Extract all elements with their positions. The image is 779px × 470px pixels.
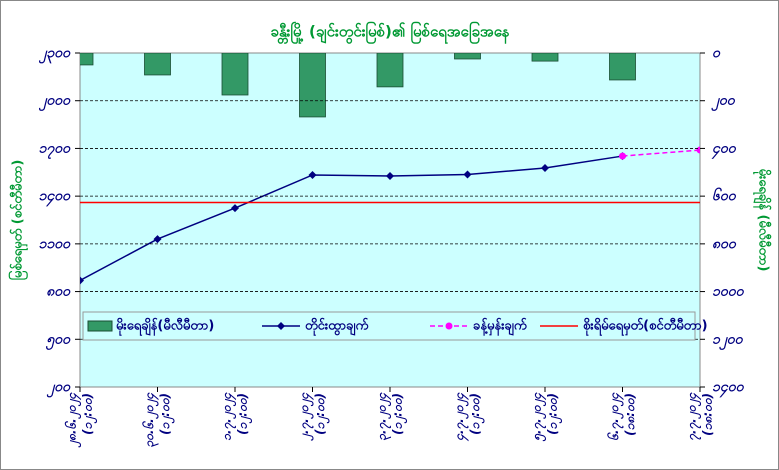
measured-point (80, 276, 84, 285)
legend-label: ခန့်မှန်းချက် (473, 317, 527, 337)
rain-bar (221, 53, 249, 96)
x-tick-label: ၅.၇.၂၀၂၄ (530, 392, 547, 442)
x-tick-time: (၁၂:၀၀) (158, 393, 175, 435)
x-tick-time: (၁၂:၀၀) (391, 393, 408, 435)
y2-tick-label: ၂၀၀ (711, 93, 736, 112)
measured-point (308, 170, 317, 179)
y-tick-label: ၅၀၀ (45, 331, 71, 350)
x-tick-label: ၃၀.၆.၂၀၂၄ (142, 392, 159, 448)
x-tick-time: (၁၈:၀၀) (701, 393, 715, 436)
plot-group (80, 53, 700, 285)
y-axis-title: မြစ်ရေမှတ် (စင်တီမီတာ) (8, 160, 29, 281)
rain-bar (376, 53, 404, 88)
y-tick-label: ၁၄၀၀ (39, 188, 72, 207)
x-tick-time: (၁၂:၀၀) (468, 393, 485, 435)
legend-label: မိုးရေချိန်(မီလီမီတာ) (116, 317, 214, 337)
measured-line (80, 155, 623, 282)
x-tick-label: ၇.၇.၂၀၂၄ (685, 392, 702, 441)
y2-tick-label: ၀ (712, 45, 721, 61)
y-tick-label: ၁၁၀၀ (39, 236, 72, 252)
legend (82, 311, 696, 341)
rain-bar (531, 53, 559, 62)
x-tick-label: ၄.၇.၂၀၂၄ (452, 392, 469, 442)
measured-point (463, 170, 472, 179)
y-tick-label: ၂၀၀၀ (38, 93, 71, 112)
legend-swatch (87, 320, 113, 332)
rain-bar (80, 53, 94, 66)
legend-marker (445, 322, 453, 330)
x-tick-time: (၁၂:၀၀) (546, 393, 563, 435)
legend-label: တိုင်းထွာချက် (305, 317, 368, 337)
measured-point (386, 171, 394, 180)
x-tick-label: ၂.၇.၂၀၂၄ (297, 392, 314, 441)
legend-marker (277, 322, 285, 330)
rain-bar (609, 53, 636, 81)
rain-bar (454, 53, 481, 60)
y-tick-label: ၈၀၀ (46, 284, 71, 300)
legend-label: စိုးရိမ်ရေမှတ်(စင်တီမီတာ) (583, 317, 708, 337)
forecast-line (622, 149, 700, 157)
y-tick-label: ၂၃၀၀ (38, 45, 71, 64)
forecast-point (619, 152, 626, 160)
y-tick-label: ၁၇၀၀ (39, 140, 72, 159)
y-tick-label: ၂၀၀ (46, 379, 71, 398)
measured-point (231, 204, 239, 213)
x-tick-time: (၁၂:၀၀) (313, 393, 330, 435)
rain-bar (299, 53, 326, 118)
x-tick-label: ၂၈.၆.၂၀၂၄ (65, 392, 82, 448)
y2-tick-label: ၆၀၀ (712, 187, 737, 204)
y2-tick-label: ၁၀၀၀ (712, 284, 745, 300)
x-tick-time: (၁၂:၀၀) (236, 393, 253, 435)
x-tick-time: (၁၂:၀၀) (81, 393, 98, 435)
y2-tick-label: ၄၀၀ (711, 140, 737, 159)
x-tick-label: ၃.၇.၂၀၂၄ (375, 392, 392, 441)
measured-point (153, 235, 162, 244)
y2-tick-label: ၈၀၀ (712, 236, 737, 252)
x-tick-time: (၁၈:၀၀) (623, 393, 637, 436)
y2-axis-title: မိုးရေချိန် (မီလီမီတာ) (753, 169, 773, 272)
x-tick-label: ၆.၇.၂၀၂၄ (607, 392, 624, 441)
rain-bar (144, 53, 171, 76)
measured-point (541, 163, 549, 172)
x-tick-label: ၁.၇.၂၀၂၄ (220, 392, 237, 441)
y2-tick-label: ၁၂၀၀ (712, 331, 744, 350)
y2-tick-label: ၁၄၀၀ (712, 379, 745, 398)
